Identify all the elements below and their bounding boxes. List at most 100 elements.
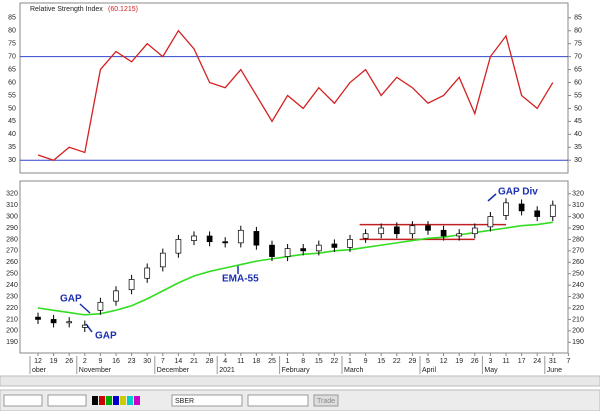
- x-tick-label: 3: [488, 358, 492, 365]
- y-tick-label-right: 30: [574, 157, 582, 164]
- y-tick-label-right: 280: [572, 236, 584, 243]
- x-tick-label: 21: [190, 358, 198, 365]
- x-tick-label: 14: [175, 358, 183, 365]
- y-tick-label: 80: [8, 28, 16, 35]
- candle-body: [206, 235, 213, 243]
- y-tick-label: 55: [8, 92, 16, 99]
- candle-body: [534, 210, 541, 217]
- y-tick-label: 240: [6, 282, 18, 289]
- y-tick-label: 75: [8, 41, 16, 48]
- candle-body: [456, 233, 463, 237]
- candle-body: [347, 239, 353, 248]
- annotations: GAP GAP EMA-55 GAP Div: [60, 187, 538, 342]
- trade-label: Trade: [317, 398, 335, 405]
- x-tick-label: 7: [161, 358, 165, 365]
- x-tick-label: 1: [348, 358, 352, 365]
- y-tick-label: 200: [6, 328, 18, 335]
- y-tick-label: 260: [6, 259, 18, 266]
- y-tick-label: 190: [6, 339, 18, 346]
- rsi-line: [37, 29, 554, 161]
- candle-body: [97, 301, 104, 311]
- candle-body: [518, 203, 525, 212]
- y-tick-label-right: 75: [574, 41, 582, 48]
- symbol: SBER: [175, 398, 194, 405]
- annotation: GAP: [60, 294, 82, 305]
- candle-body: [440, 229, 447, 237]
- rsi-panel: [19, 2, 569, 174]
- annotation: GAP Div: [498, 187, 538, 198]
- x-tick-label: 17: [518, 358, 526, 365]
- symbol-box[interactable]: [171, 394, 243, 407]
- candle-body: [50, 319, 57, 324]
- y-tick-label: 85: [8, 15, 16, 22]
- candle-body: [378, 227, 385, 235]
- candle-body: [35, 316, 41, 320]
- x-tick-label: 11: [237, 358, 244, 365]
- y-tick-label-right: 85: [574, 15, 582, 22]
- month-label: June: [547, 367, 562, 374]
- y-tick-label: 220: [6, 305, 18, 312]
- candle-body: [269, 244, 275, 257]
- x-tick-label: 9: [98, 358, 102, 365]
- dropdown[interactable]: [47, 394, 87, 407]
- x-tick-label: 1: [286, 358, 290, 365]
- trade-button[interactable]: [313, 394, 339, 407]
- candle-body: [81, 324, 88, 328]
- x-tick-label: 12: [440, 358, 448, 365]
- y-tick-label-right: 45: [574, 118, 582, 125]
- candle-body: [300, 248, 307, 252]
- x-tick-label: 15: [377, 358, 385, 365]
- x-tick-label: 19: [455, 358, 463, 365]
- x-tick-label: 2: [83, 358, 87, 365]
- x-tick-label: 22: [393, 358, 401, 365]
- candle-body: [471, 227, 478, 235]
- x-tick-label: 23: [128, 358, 136, 365]
- arrow: [487, 193, 497, 202]
- y-tick-label-right: 80: [574, 28, 582, 35]
- y-tick-label-right: 60: [574, 79, 582, 86]
- y-tick-label-right: 260: [572, 259, 584, 266]
- y-tick-label-right: 240: [572, 282, 584, 289]
- y-tick-label: 40: [8, 131, 16, 138]
- x-tick-label: 26: [65, 358, 73, 365]
- x-tick-label: 29: [409, 358, 417, 365]
- y-tick-label-right: 250: [572, 271, 584, 278]
- candle-body: [113, 290, 119, 302]
- y-tick-label-right: 50: [574, 105, 582, 112]
- x-tick-label: 5: [426, 358, 430, 365]
- x-tick-label: 26: [471, 358, 479, 365]
- dropdown[interactable]: [3, 394, 43, 407]
- y-tick-label: 30: [8, 157, 16, 164]
- annotation: GAP: [95, 331, 117, 342]
- x-tick-label: 25: [268, 358, 276, 365]
- dropdown[interactable]: [247, 394, 309, 407]
- candle-body: [409, 225, 416, 235]
- y-tick-label: 60: [8, 79, 16, 86]
- candle-body: [191, 235, 197, 241]
- y-tick-label: 45: [8, 118, 16, 125]
- color-swatches[interactable]: [92, 396, 140, 405]
- y-tick-label-right: 310: [572, 202, 584, 209]
- candle-body: [284, 248, 291, 257]
- annotation: EMA-55: [222, 274, 259, 285]
- x-tick-label: 12: [34, 358, 42, 365]
- month-label: March: [344, 367, 364, 374]
- y-tick-label-right: 210: [572, 316, 584, 323]
- x-tick-label: 8: [301, 358, 305, 365]
- scrollbar[interactable]: [0, 375, 600, 387]
- y-tick-label-right: 230: [572, 293, 584, 300]
- candle-body: [222, 241, 229, 244]
- candle-body: [425, 225, 431, 231]
- y-tick-label: 230: [6, 293, 18, 300]
- y-tick-label-right: 40: [574, 131, 582, 138]
- y-tick-label-right: 200: [572, 328, 584, 335]
- month-label: ober: [32, 367, 47, 374]
- candle-body: [315, 244, 322, 252]
- y-tick-label-right: 55: [574, 92, 582, 99]
- y-tick-label-right: 300: [572, 213, 584, 220]
- candle-body: [66, 321, 73, 324]
- x-tick-label: 15: [315, 358, 323, 365]
- y-tick-label-right: 320: [572, 191, 584, 198]
